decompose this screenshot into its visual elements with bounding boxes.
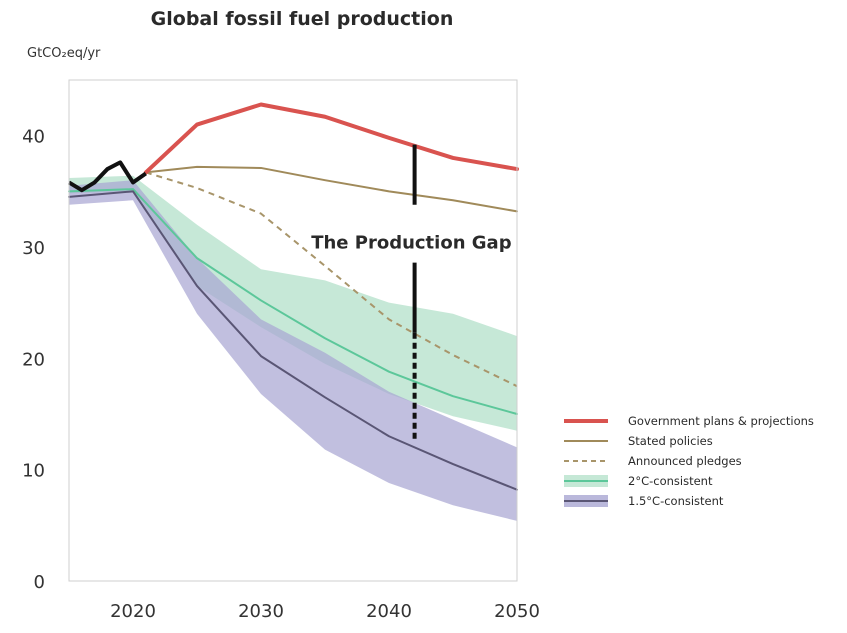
- y-tick-label: 30: [22, 238, 45, 259]
- line-2c-consistent: [68, 188, 518, 415]
- legend-label-government-plans-and-projections: Government plans & projections: [628, 414, 814, 428]
- y-tick-label: 10: [22, 461, 45, 482]
- line-government-plans-and-projections: [143, 102, 519, 175]
- production-gap-label: The Production Gap: [311, 233, 512, 254]
- bands: [69, 175, 517, 521]
- line-stated-policies: [144, 165, 518, 213]
- legend: Government plans & projections Stated pol…: [564, 414, 814, 508]
- line-1-5c-consistent: [68, 190, 518, 491]
- line-historical: [67, 160, 147, 193]
- plot-frame: [68, 79, 518, 582]
- x-tick-label: 2050: [494, 601, 540, 622]
- band-1-5c-consistent: [69, 180, 517, 521]
- series-lines: [67, 102, 519, 491]
- y-tick-label: 0: [34, 572, 45, 593]
- y-tick-label: 40: [22, 127, 45, 148]
- legend-label-stated-policies: Stated policies: [628, 434, 713, 448]
- legend-label-1-5c-consistent: 1.5°C-consistent: [628, 494, 724, 508]
- x-tick-label: 2040: [366, 601, 412, 622]
- y-axis-unit: GtCO₂eq/yr: [27, 46, 101, 61]
- x-tick-label: 2020: [110, 601, 156, 622]
- legend-label-2c-consistent: 2°C-consistent: [628, 474, 713, 488]
- chart-title: Global fossil fuel production: [151, 8, 454, 30]
- legend-label-announced-pledges: Announced pledges: [628, 454, 742, 468]
- y-tick-label: 20: [22, 349, 45, 370]
- production-gap-marker: The Production Gap: [311, 144, 512, 441]
- x-tick-label: 2030: [238, 601, 284, 622]
